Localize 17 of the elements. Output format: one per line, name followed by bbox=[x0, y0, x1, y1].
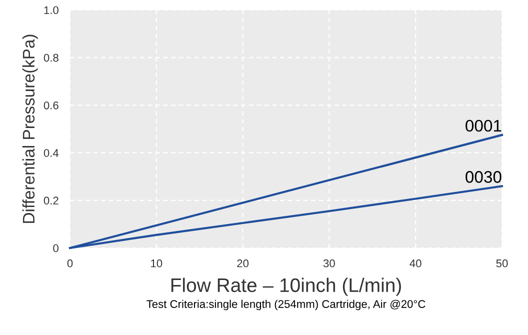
y-tick-label: 0.2 bbox=[44, 196, 58, 205]
y-tick-label: 0.4 bbox=[44, 149, 59, 157]
y-tick-label: 0 bbox=[53, 244, 58, 252]
x-tick-label: 40 bbox=[410, 259, 422, 268]
y-tick-label: 1.0 bbox=[44, 6, 58, 14]
x-tick-label: 30 bbox=[323, 259, 335, 268]
x-tick-label: 50 bbox=[496, 259, 508, 268]
y-tick-label: 0.8 bbox=[44, 54, 58, 62]
series-label: 0001 bbox=[466, 120, 502, 132]
x-tick-label: 0 bbox=[67, 259, 73, 268]
x-tick-label: 10 bbox=[151, 259, 162, 268]
x-axis-title: Flow Rate – 10inch (L/min) bbox=[171, 278, 401, 296]
y-tick-label: 0.6 bbox=[44, 101, 58, 110]
x-tick-label: 20 bbox=[237, 259, 249, 268]
series-label: 0030 bbox=[466, 171, 502, 183]
text: Test Criteria:single length (254mm) Cartridge, Air @20°C bbox=[146, 300, 426, 310]
y-axis-title: Differential Pressure(kPa) bbox=[22, 34, 38, 223]
